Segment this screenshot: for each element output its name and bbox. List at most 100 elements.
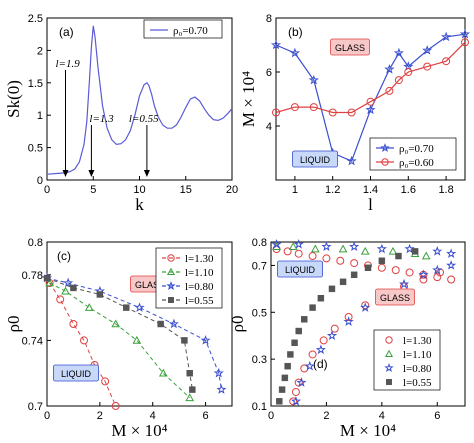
legend-marker	[166, 280, 176, 290]
arrow-head	[143, 170, 150, 177]
data-point	[447, 275, 456, 284]
data-point	[216, 384, 227, 394]
data-point	[123, 304, 130, 311]
data-point	[404, 68, 413, 76]
legend-marker	[380, 142, 390, 152]
series-line	[49, 282, 117, 407]
y-tick-label: 6	[266, 67, 272, 79]
legend-entry: l=0.80	[162, 280, 214, 293]
legend-entry: ρ₀=0.70	[376, 142, 434, 155]
y-tick-label: 1	[37, 110, 43, 122]
data-point	[111, 402, 120, 410]
data-point	[404, 243, 415, 254]
data-point	[96, 291, 104, 298]
x-tick-label: 2	[97, 410, 103, 422]
annotation-label: l=1.3	[89, 113, 114, 125]
x-tick-label: 2	[323, 410, 329, 422]
y-tick-label: 0.5	[28, 143, 43, 155]
arrow-head	[62, 170, 69, 177]
legend-label: ρ₀=0.70	[399, 143, 434, 155]
y-tick-label: 0.3	[252, 354, 267, 366]
data-point	[442, 57, 451, 66]
panel-label: (b)	[288, 25, 303, 39]
series-1	[272, 38, 469, 117]
legend-label: l=0.80	[185, 281, 214, 293]
data-point	[394, 76, 403, 85]
data-point	[405, 268, 414, 277]
data-point	[185, 393, 195, 402]
x-tick-label: 0	[268, 410, 274, 422]
data-point	[290, 396, 301, 406]
legend-marker	[167, 254, 175, 262]
data-point	[350, 259, 359, 268]
legend-label: l=1.30	[185, 253, 214, 265]
series-line	[49, 282, 191, 399]
panel-0: 0 5 10 15 20 0 0.5 1 1.5 2 2.5 k Sk(0) (a) l=1.9 l=1.3 l…	[4, 13, 238, 214]
data-point	[63, 277, 74, 288]
data-point	[308, 252, 317, 261]
legend-label: l=0.55	[403, 377, 432, 389]
data-point	[283, 247, 292, 256]
phase-label-box	[291, 150, 338, 168]
series-3	[43, 274, 196, 393]
data-point	[315, 344, 326, 355]
annotation-label: l=1.9	[56, 58, 81, 70]
legend-entry: l=1.30	[385, 335, 432, 347]
data-point	[281, 374, 289, 382]
data-point	[101, 377, 110, 386]
legend-box	[155, 247, 223, 309]
data-point	[200, 335, 211, 345]
legend-box	[373, 329, 441, 391]
legend-marker	[384, 362, 394, 372]
data-point	[295, 327, 302, 335]
data-point	[350, 271, 358, 279]
legend-marker	[168, 297, 174, 303]
data-point	[347, 108, 356, 117]
data-point	[418, 269, 429, 280]
legend-label: ρ₀=0.60	[399, 157, 434, 169]
data-point	[276, 398, 283, 405]
data-point	[84, 303, 94, 311]
data-point	[80, 336, 88, 345]
data-point	[322, 254, 331, 263]
x-axis-label: k	[135, 195, 144, 214]
data-point	[461, 38, 469, 47]
plot-frame	[270, 241, 466, 407]
data-point	[310, 244, 320, 253]
data-point	[433, 273, 442, 282]
annotation-label: l=0.55	[129, 113, 159, 125]
data-point	[319, 336, 328, 345]
plot-frame	[46, 17, 233, 181]
panel-label: (c)	[57, 249, 71, 263]
data-point	[56, 295, 65, 304]
x-tick-label: 0	[44, 184, 50, 196]
x-tick-label: 10	[133, 184, 145, 196]
data-point	[291, 387, 300, 396]
legend-label: l=1.10	[403, 349, 432, 361]
x-tick-label: 4	[379, 410, 385, 422]
legend-entry: l=0.55	[162, 295, 214, 307]
data-point	[346, 155, 357, 166]
panel-label: (a)	[59, 25, 74, 39]
data-point	[278, 386, 286, 393]
legend-box	[143, 19, 223, 39]
series-0	[47, 25, 233, 175]
data-point	[440, 31, 452, 42]
y-tick-label: 2.5	[28, 13, 43, 25]
y-tick-label: 0.5	[252, 307, 267, 319]
series-1	[45, 278, 195, 402]
data-point	[70, 284, 77, 292]
legend-entry: l=1.30	[162, 253, 214, 265]
legend-marker	[386, 379, 392, 385]
data-point	[343, 316, 354, 327]
data-point	[69, 320, 78, 328]
legend-entry: l=1.10	[162, 267, 214, 279]
x-tick-label: 0	[44, 410, 50, 422]
data-point	[328, 285, 336, 293]
data-point	[317, 295, 325, 302]
data-point	[272, 108, 280, 117]
data-point	[284, 362, 291, 370]
y-tick-label: 0	[37, 175, 43, 187]
x-axis-label: l	[368, 195, 373, 214]
y-axis-label: M × 10⁴	[239, 71, 258, 127]
